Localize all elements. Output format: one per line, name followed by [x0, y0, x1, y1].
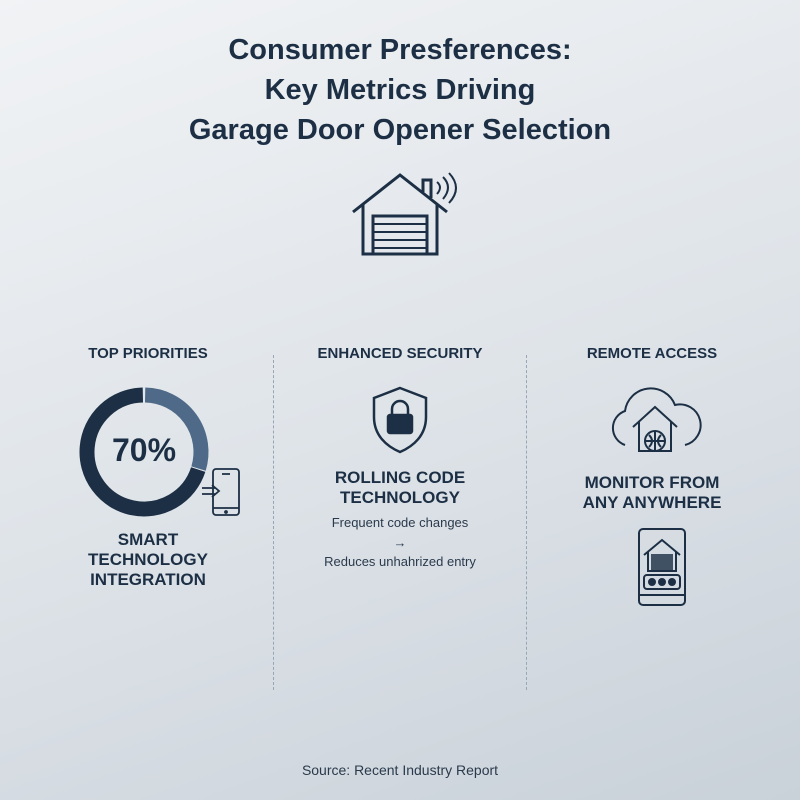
rolling-code-label: ROLLING CODE TECHNOLOGY [334, 468, 466, 507]
shield-lock-icon [372, 386, 428, 454]
donut-value-segment [79, 387, 206, 517]
smartphone-garage-icon [638, 528, 686, 606]
heading-top-priorities: TOP PRIORITIES [88, 345, 208, 362]
security-line2: Reduces unhahrized entry [324, 554, 476, 569]
smartphone-arrow-icon [202, 468, 240, 516]
heading-remote-access: REMOTE ACCESS [586, 345, 718, 362]
donut-remaining-segment [144, 387, 209, 471]
security-line1: Frequent code changes [331, 515, 469, 530]
page-title: Consumer Presferences: Key Metrics Drivi… [188, 34, 612, 146]
donut-percent-label: 70% [111, 432, 177, 468]
arrow-icon: → [393, 535, 407, 550]
donut-chart [79, 387, 209, 517]
cloud-home-globe-icon [611, 387, 702, 452]
column-divider [526, 355, 527, 690]
heading-enhanced-security: ENHANCED SECURITY [317, 345, 483, 362]
monitor-label: MONITOR FROM ANY ANYWHERE [582, 473, 722, 512]
column-divider [273, 355, 274, 690]
smart-technology-label: SMART TECHNOLOGY INTEGRATION [88, 530, 208, 589]
garage-wifi-icon [352, 172, 457, 256]
source-note: Source: Recent Industry Report [301, 762, 499, 778]
